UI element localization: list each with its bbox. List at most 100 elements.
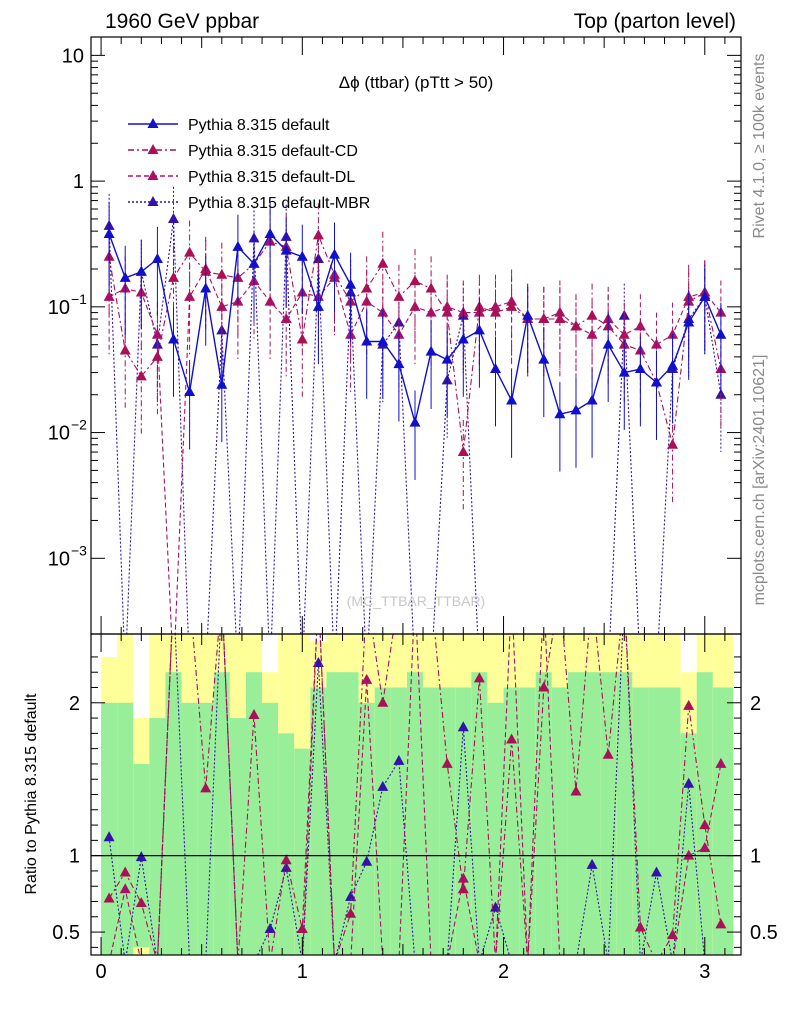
ratio-band-green <box>423 687 440 955</box>
data-marker <box>377 696 389 707</box>
data-marker <box>248 709 260 720</box>
data-marker <box>345 278 357 289</box>
data-marker <box>280 861 292 872</box>
x-tick-label: 1 <box>297 961 308 983</box>
main-series-layer <box>103 186 727 634</box>
side-text-rivet: Rivet 4.1.0, ≥ 100k events <box>751 54 768 239</box>
data-marker <box>296 333 308 344</box>
ratio-band-green <box>712 687 734 955</box>
data-marker <box>135 265 147 276</box>
data-marker <box>441 300 453 311</box>
data-marker <box>699 842 711 852</box>
data-marker <box>667 359 679 370</box>
header-right: Top (parton level) <box>574 10 736 33</box>
ratio-band-green <box>551 687 568 955</box>
data-marker <box>168 271 180 282</box>
y-tick-exponent: −1 <box>71 291 87 307</box>
data-marker <box>296 250 308 261</box>
data-marker <box>119 883 131 894</box>
legend-entry: Pythia 8.315 default <box>128 117 330 134</box>
data-marker <box>264 227 276 238</box>
ratio-band-green <box>229 718 246 955</box>
ratio-band-green <box>213 672 230 955</box>
ratio-band-green <box>503 687 520 955</box>
data-marker <box>683 699 695 710</box>
data-marker <box>361 855 373 866</box>
legend-entry: Pythia 8.315 default-MBR <box>128 195 370 212</box>
data-marker <box>570 785 582 796</box>
data-marker <box>650 866 662 877</box>
data-marker <box>683 849 695 860</box>
ratio-band-green <box>278 733 295 955</box>
data-marker <box>715 757 727 768</box>
ratio-band-green <box>616 672 633 955</box>
y-tick-exponent: −2 <box>71 417 87 433</box>
y-tick-label: 10 <box>48 297 70 319</box>
watermark: (MC_TTBAR_TTBAR) <box>347 593 485 609</box>
data-marker <box>232 240 244 251</box>
data-marker <box>586 394 598 405</box>
data-marker <box>151 350 163 361</box>
data-marker <box>538 681 550 692</box>
data-marker <box>393 754 405 765</box>
data-marker <box>699 290 711 301</box>
ratio-band-green <box>648 687 665 955</box>
plot-title: Δϕ (ttbar) (pTtt > 50) <box>339 73 494 92</box>
data-marker <box>715 918 727 929</box>
data-marker <box>667 438 679 449</box>
data-marker <box>103 831 115 842</box>
ratio-band-green <box>519 687 536 955</box>
ratio-band-green <box>374 687 391 955</box>
data-marker <box>151 328 163 339</box>
ratio-band-green <box>567 672 585 955</box>
legend-marker <box>147 118 159 128</box>
ratio-band-green <box>262 702 279 955</box>
data-marker <box>409 275 421 286</box>
data-marker <box>216 378 228 389</box>
data-marker <box>119 866 131 877</box>
ratio-band-green <box>245 672 263 955</box>
ratio-band-green <box>600 672 617 955</box>
data-marker <box>570 404 582 415</box>
data-marker <box>441 757 453 768</box>
legend: Pythia 8.315 default Pythia 8.315 default… <box>128 117 370 212</box>
data-marker <box>457 872 469 883</box>
side-text-mcplots: mcplots.cern.ch [arXiv:2401.10621] <box>751 355 768 606</box>
data-marker <box>506 295 518 306</box>
ratio-band-green <box>101 702 118 955</box>
data-marker <box>634 921 646 932</box>
data-marker <box>200 782 212 793</box>
data-marker <box>200 282 212 293</box>
data-marker <box>538 313 550 324</box>
data-marker <box>586 309 598 320</box>
ratio-band-green <box>406 672 424 955</box>
data-marker <box>538 353 550 364</box>
data-marker <box>457 333 469 344</box>
data-marker <box>699 819 711 830</box>
legend-label: Pythia 8.315 default <box>188 117 330 134</box>
legend-marker <box>147 196 159 206</box>
data-marker <box>264 295 276 306</box>
ratio-y-tick-label-right: 1 <box>750 846 761 868</box>
legend-marker <box>147 144 159 154</box>
x-tick-label: 0 <box>95 961 106 983</box>
data-marker <box>602 338 614 349</box>
legend-label: Pythia 8.315 default-CD <box>188 143 358 160</box>
data-marker <box>425 306 437 317</box>
data-marker <box>280 244 292 255</box>
ratio-y-tick-label-right: 2 <box>750 693 761 715</box>
data-marker <box>168 212 180 223</box>
ratio-ylabel: Ratio to Pythia 8.315 default <box>23 693 40 895</box>
data-marker <box>103 892 115 903</box>
data-marker <box>312 229 324 240</box>
data-marker <box>280 854 292 865</box>
x-tick-label: 2 <box>498 961 509 983</box>
y-tick-label: 10 <box>48 548 70 570</box>
data-marker <box>618 366 630 377</box>
data-marker <box>634 363 646 374</box>
data-marker <box>554 313 566 324</box>
ratio-y-tick-label: 1 <box>69 846 80 868</box>
data-marker <box>361 673 373 684</box>
